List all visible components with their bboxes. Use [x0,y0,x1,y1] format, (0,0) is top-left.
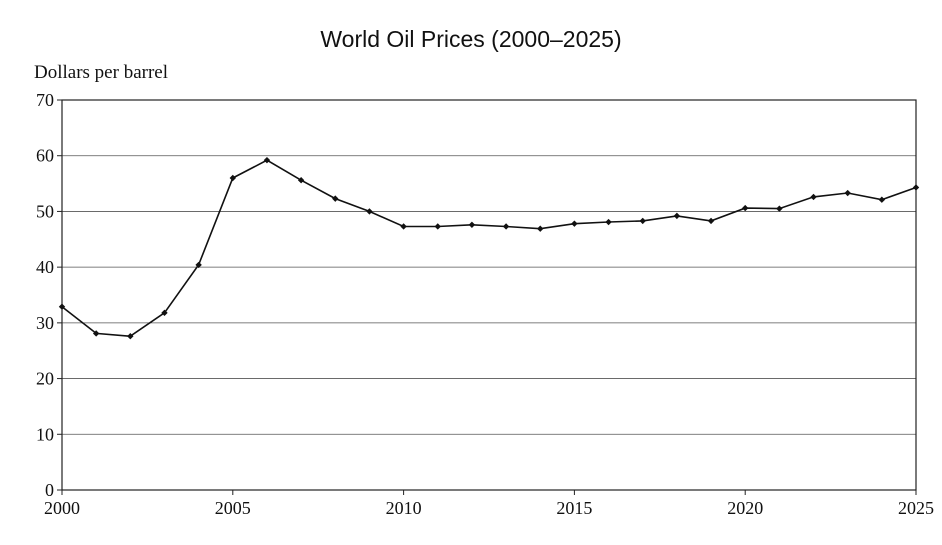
data-point-2013 [502,223,510,230]
data-point-2007 [297,177,305,184]
chart-title: World Oil Prices (2000–2025) [320,26,622,52]
x-tick-label-2025: 2025 [898,498,934,518]
data-point-2014 [537,225,544,232]
data-point-2025 [912,184,920,191]
data-point-2015 [571,220,578,227]
y-tick-label-30: 30 [36,313,54,333]
series-line [61,159,917,338]
x-tick-label-2015: 2015 [556,498,592,518]
data-point-2017 [639,217,646,225]
y-tick-label-60: 60 [36,146,54,166]
data-point-2006 [263,156,271,164]
y-tick-label-10: 10 [36,424,54,444]
data-point-2023 [844,189,851,197]
y-tick-label-50: 50 [36,201,54,221]
data-point-2001 [92,330,100,337]
data-point-2021 [776,205,783,212]
data-point-2016 [605,218,612,226]
x-axis-ticks: 2000 2005 2010 2015 2020 2025 [44,490,934,518]
data-point-2000 [58,303,66,310]
data-point-2005 [229,174,236,182]
data-point-2019 [707,217,715,225]
y-tick-label-0: 0 [45,480,54,500]
x-tick-label-2010: 2010 [386,498,422,518]
data-point-2009 [366,208,373,215]
y-axis-label: Dollars per barrel [34,62,168,83]
y-axis-ticks: 0 10 20 30 40 50 60 70 [36,90,62,500]
data-point-2012 [468,221,476,228]
data-points [58,156,920,340]
y-tick-label-40: 40 [36,257,54,277]
data-point-2024 [878,196,886,203]
y-tick-label-70: 70 [36,90,54,110]
x-tick-label-2020: 2020 [727,498,763,518]
data-point-2010 [400,223,407,230]
data-point-2022 [810,193,817,201]
y-tick-label-20: 20 [36,369,54,389]
x-tick-label-2000: 2000 [44,498,80,518]
data-point-2008 [332,195,339,202]
data-point-2004 [195,261,202,269]
plot-frame [61,99,917,491]
data-point-2020 [742,204,749,212]
x-tick-label-2005: 2005 [215,498,251,518]
data-point-2002 [127,333,134,340]
gridlines [62,155,916,435]
data-point-2011 [434,223,441,230]
data-point-2018 [673,212,681,220]
data-point-2003 [161,309,168,317]
